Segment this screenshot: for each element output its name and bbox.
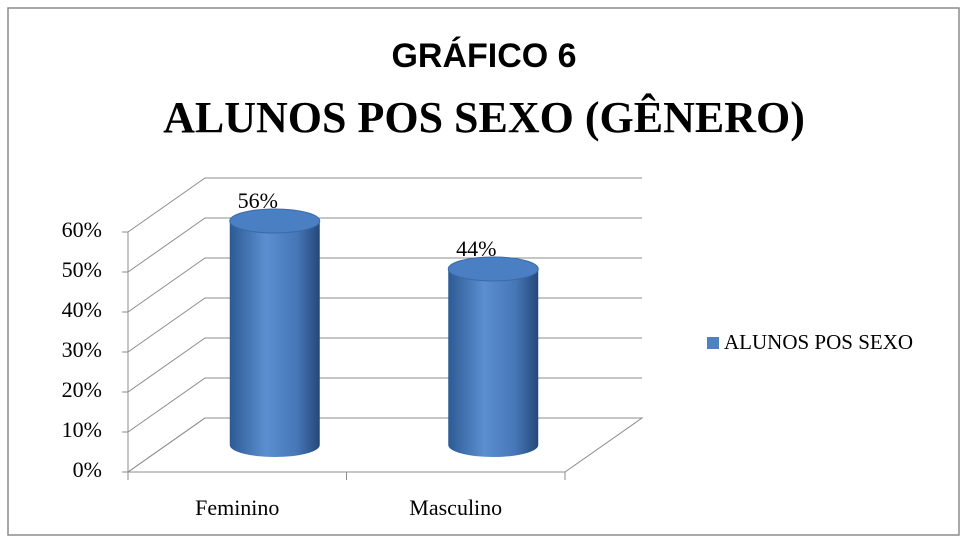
- chart-title: ALUNOS POS SEXO (GÊNERO): [163, 93, 805, 142]
- y-tick-label: 30%: [62, 337, 102, 362]
- grid-line: [127, 217, 642, 273]
- legend-label: ALUNOS POS SEXO: [724, 330, 913, 354]
- y-tick-label: 20%: [62, 377, 102, 402]
- bar-top: [229, 208, 321, 234]
- y-tick-label: 10%: [62, 417, 102, 442]
- grid-line: [127, 177, 642, 233]
- bar-top: [447, 256, 539, 282]
- chart-title: GRÁFICO 6: [391, 37, 576, 75]
- data-label: 56%: [238, 188, 278, 213]
- y-tick-label: 50%: [62, 257, 102, 282]
- x-tick-label: Masculino: [409, 495, 502, 520]
- y-tick-label: 0%: [73, 457, 102, 482]
- y-tick-label: 40%: [62, 297, 102, 322]
- y-tick-label: 60%: [62, 217, 102, 242]
- bar: [229, 221, 320, 458]
- legend-swatch: [707, 337, 719, 349]
- data-label: 44%: [456, 236, 496, 261]
- x-tick-label: Feminino: [195, 495, 279, 520]
- bar: [448, 269, 539, 458]
